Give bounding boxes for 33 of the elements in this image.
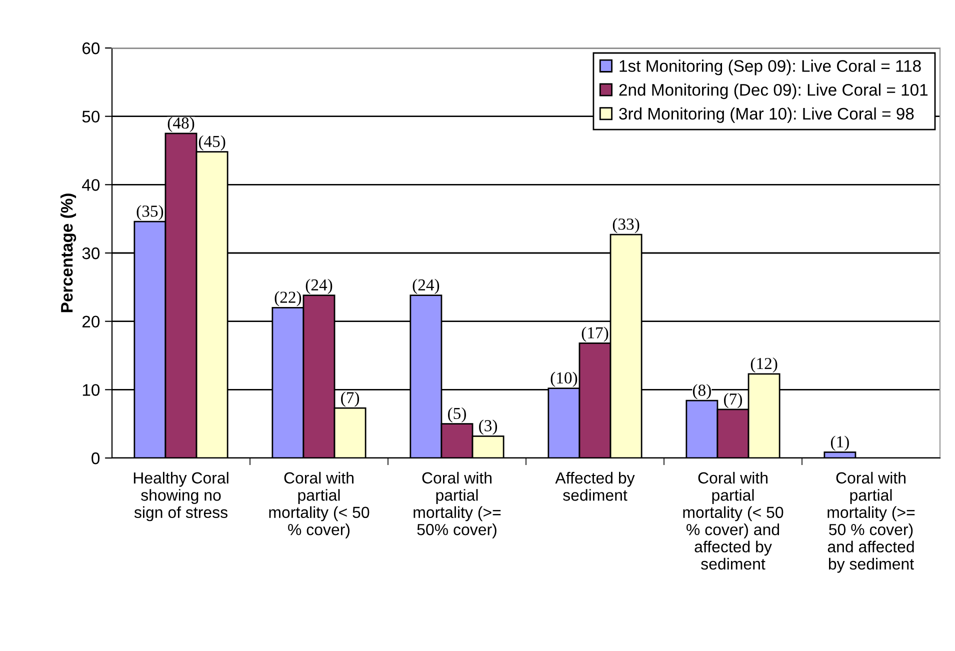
y-axis-title: Percentage (%) [60,194,76,312]
legend-label: 1st Monitoring (Sep 09): Live Coral = 118 [620,60,921,76]
data-label: (45) [198,135,226,150]
y-tick-label: 30 [82,247,100,260]
data-label: (22) [274,291,302,306]
data-label: (8) [692,384,711,400]
y-tick-label: 60 [82,42,100,54]
y-tick-label: 20 [82,316,100,328]
data-label: (33) [612,218,640,234]
x-tick-label: Coral with partial mortality (>= 50% cover) [414,472,501,538]
data-label: (1) [830,436,849,451]
legend-label: 2nd Monitoring (Dec 09): Live Coral = 101 [619,84,928,100]
data-label: (24) [412,278,440,294]
x-tick-label: Coral with partial mortality (< 50 % cover) [269,472,370,538]
x-tick-label: Coral with partial mortality (< 50 % cover) and affected by sediment [683,472,784,570]
data-label: (5) [448,407,466,422]
x-tick-label: Healthy Coral showing no sign of stress [134,472,228,522]
data-label: (17) [582,326,608,342]
x-tick-label: Affected by sediment [555,472,635,501]
y-tick-label: 0 [92,452,100,464]
legend-label: 3rd Monitoring (Mar 10): Live Coral = 98 [619,107,914,123]
data-label: (12) [750,357,778,373]
data-label: (24) [306,278,332,294]
data-label: (10) [550,372,578,387]
data-label: (7) [724,392,742,408]
x-tick-label: Coral with partial mortality (>= 50 % cover) and affected by sediment [828,472,915,573]
data-label: (3) [479,420,498,435]
data-label: (7) [341,392,360,407]
y-tick-label: 10 [82,384,100,396]
data-label: (48) [168,116,194,132]
y-tick-label: 50 [82,110,100,123]
y-tick-label: 40 [82,179,100,191]
data-label: (35) [136,205,164,220]
